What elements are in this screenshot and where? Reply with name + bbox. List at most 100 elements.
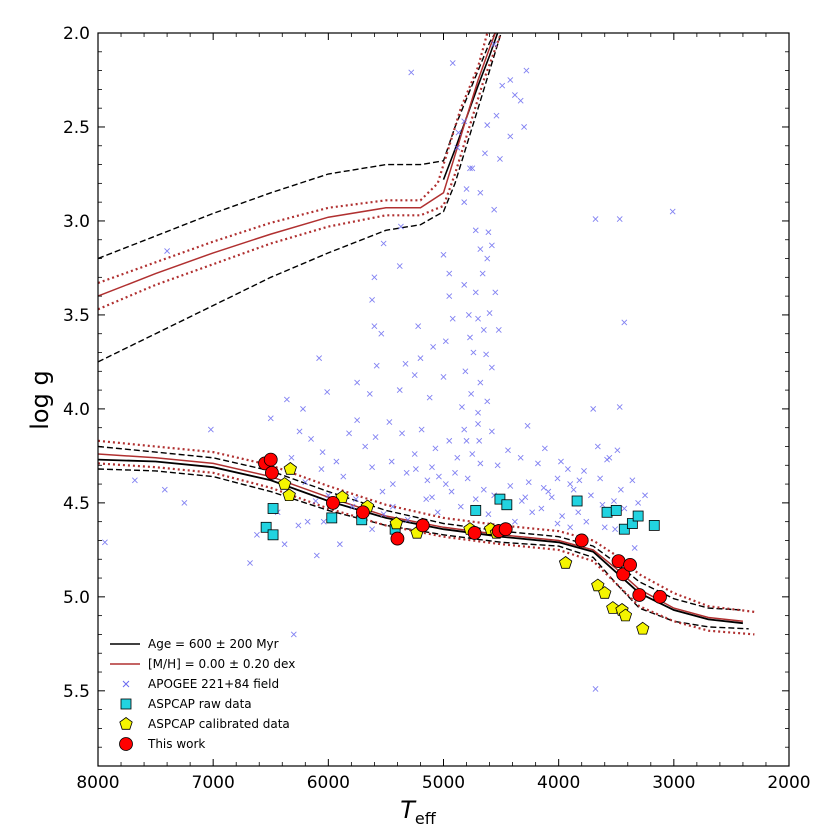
y-tick-label: 4.5 — [63, 494, 90, 514]
apogee-field-point — [477, 246, 484, 253]
aspcap-calibrated-point — [606, 601, 620, 614]
apogee-field-point — [411, 372, 418, 378]
aspcap-calibrated-point — [558, 556, 573, 569]
apogee-field-point — [469, 451, 476, 457]
this-work-point — [574, 533, 589, 548]
apogee-field-point — [594, 443, 601, 450]
apogee-field-point — [576, 477, 583, 484]
apogee-field-point — [336, 541, 343, 548]
apogee-field-point — [290, 631, 297, 638]
apogee-field-point — [485, 229, 492, 236]
x-tick-label: 5000 — [422, 773, 465, 793]
apogee-field-point — [475, 421, 481, 427]
aspcap-calibrated-point — [335, 490, 349, 503]
apogee-field-point — [449, 60, 456, 66]
apogee-field-point — [469, 165, 476, 172]
apogee-field-point — [554, 520, 561, 527]
isochrone-red-dotted-ms-upper — [98, 439, 755, 613]
legend-label: ASPCAP calibrated data — [148, 717, 290, 731]
apogee-field-point — [396, 387, 403, 394]
legend-pentagon-swatch — [119, 717, 133, 730]
x-tick-label: 6000 — [307, 773, 350, 793]
apogee-field-point — [388, 458, 395, 465]
apogee-field-point — [432, 445, 439, 452]
apogee-field-point — [181, 499, 188, 506]
apogee-field-point — [403, 469, 410, 476]
x-tick-label: 2000 — [767, 773, 810, 793]
apogee-field-point — [601, 524, 608, 531]
apogee-field-point — [362, 443, 369, 450]
apogee-field-point — [642, 492, 648, 499]
apogee-field-point — [426, 394, 433, 401]
this-work-point — [415, 518, 430, 533]
apogee-field-point — [488, 364, 495, 371]
aspcap-calibrated-point — [389, 516, 403, 530]
legend-label: ASPCAP raw data — [148, 697, 252, 711]
apogee-field-point — [488, 242, 495, 249]
apogee-field-point — [300, 405, 306, 412]
apogee-field-point — [371, 323, 378, 330]
x-axis-label: Teff — [400, 796, 437, 828]
apogee-field-point — [483, 351, 490, 358]
apogee-field-point — [479, 270, 486, 277]
apogee-field-point — [484, 122, 491, 129]
apogee-field-point — [372, 434, 379, 441]
aspcap-raw-point — [618, 523, 630, 535]
apogee-field-point — [462, 368, 469, 375]
apogee-field-point — [318, 466, 325, 472]
apogee-field-point — [296, 428, 303, 435]
apogee-field-point — [497, 156, 503, 162]
this-work-point — [326, 495, 340, 510]
apogee-field-point — [454, 454, 461, 461]
apogee-field-point — [404, 516, 411, 523]
y-tick-label: 3.0 — [63, 212, 90, 232]
apogee-field-point — [464, 475, 471, 482]
apogee-field-point — [617, 486, 624, 493]
apogee-field-point — [459, 404, 465, 410]
apogee-field-point — [465, 312, 472, 318]
apogee-field-point — [507, 483, 514, 489]
apogee-field-point — [101, 539, 108, 546]
apogee-field-point — [207, 426, 214, 433]
apogee-field-point — [467, 334, 473, 341]
apogee-field-point — [635, 499, 642, 506]
apogee-field-point — [389, 481, 396, 487]
apogee-field-point — [423, 496, 430, 503]
apogee-field-point — [482, 150, 488, 157]
aspcap-calibrated-point — [283, 462, 297, 475]
apogee-field-point — [621, 319, 628, 326]
apogee-field-point — [411, 451, 418, 457]
isochrone-black-dashed-giant-lower — [98, 33, 502, 363]
y-tick-label: 5.5 — [63, 682, 90, 702]
apogee-field-point — [477, 379, 484, 386]
apogee-field-point — [386, 419, 393, 425]
apogee-field-point — [435, 473, 442, 480]
apogee-field-point — [402, 360, 409, 367]
apogee-field-point — [320, 518, 327, 525]
apogee-field-point — [340, 473, 347, 480]
apogee-field-point — [446, 437, 453, 444]
apogee-field-point — [480, 486, 487, 493]
aspcap-calibrated-point — [598, 586, 612, 599]
aspcap-raw-point — [601, 506, 613, 518]
apogee-field-point — [380, 240, 387, 247]
apogee-field-point — [353, 496, 359, 503]
this-work-point — [616, 567, 631, 582]
legend-label: This work — [147, 737, 205, 751]
apogee-field-point — [507, 77, 514, 83]
apogee-field-point — [379, 488, 386, 495]
apogee-field-point — [488, 428, 495, 435]
apogee-field-point — [463, 186, 470, 192]
apogee-field-point — [567, 481, 574, 487]
apogee-field-point — [494, 462, 501, 469]
apogee-field-point — [429, 464, 435, 471]
apogee-field-point — [606, 454, 613, 461]
apogee-field-point — [564, 466, 571, 472]
apogee-field-point — [373, 362, 380, 369]
legend: Age = 600 ± 200 Myr [M/H] = 0.00 ± 0.20 d… — [110, 637, 295, 751]
apogee-field-point — [587, 492, 594, 499]
apogee-field-point — [538, 505, 545, 512]
apogee-field-point — [472, 227, 479, 234]
apogee-field-point — [470, 349, 477, 356]
apogee-field-point — [485, 511, 492, 518]
